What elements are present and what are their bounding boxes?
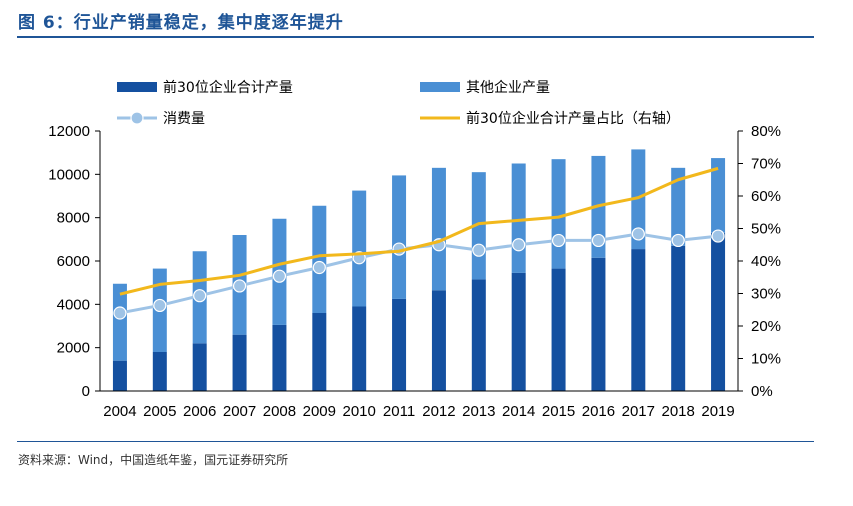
x-axis-tick-label: 2013 bbox=[462, 403, 495, 420]
bar-others bbox=[671, 167, 686, 246]
share-line bbox=[119, 166, 719, 296]
x-axis-tick-label: 2018 bbox=[662, 403, 695, 420]
consumption-point bbox=[272, 269, 287, 283]
x-axis-tick-label: 2010 bbox=[343, 403, 376, 420]
bar-top30 bbox=[272, 324, 287, 391]
right-axis-tick-label: 0% bbox=[751, 383, 773, 400]
consumption-point bbox=[113, 306, 127, 320]
x-axis-tick-label: 2004 bbox=[103, 403, 136, 420]
consumption-point bbox=[193, 289, 207, 303]
bar-top30 bbox=[352, 306, 367, 391]
bar-series bbox=[112, 149, 726, 391]
x-axis-tick-label: 2005 bbox=[143, 403, 176, 420]
x-axis-tick-label: 2006 bbox=[183, 403, 216, 420]
consumption-point bbox=[631, 227, 645, 241]
bar-others bbox=[431, 167, 446, 291]
legend-others-swatch bbox=[420, 82, 460, 92]
bar-others bbox=[551, 159, 566, 269]
line-series bbox=[113, 166, 725, 320]
source-rule bbox=[17, 441, 814, 442]
right-axis-tick-label: 80% bbox=[751, 123, 781, 140]
legend-top30-label: 前30位企业合计产量 bbox=[163, 79, 293, 96]
left-y-axis: 0 2000 4000 6000 8000 10000 12000 bbox=[48, 123, 101, 400]
bar-others bbox=[711, 158, 726, 233]
bar-top30 bbox=[551, 268, 566, 391]
legend-share-label: 前30位企业合计产量占比（右轴） bbox=[466, 110, 680, 127]
consumption-point bbox=[551, 233, 566, 248]
legend-others-label: 其他企业产量 bbox=[466, 79, 550, 96]
bar-top30 bbox=[112, 360, 127, 391]
right-y-axis: 0% 10% 20% 30% 40% 50% 60% 70% 80% bbox=[737, 123, 781, 400]
bar-others bbox=[631, 149, 646, 250]
consumption-point bbox=[312, 260, 326, 275]
x-axis: 2004 2005 2006 2007 2008 2009 2010 2011 2012 2013… bbox=[100, 390, 738, 420]
bar-top30 bbox=[152, 352, 167, 391]
left-axis-tick-label: 0 bbox=[82, 383, 90, 400]
bar-others bbox=[511, 163, 526, 273]
consumption-point bbox=[512, 238, 526, 252]
bar-top30 bbox=[591, 257, 606, 391]
legend-consumption-label: 消费量 bbox=[163, 111, 205, 127]
x-axis-tick-label: 2015 bbox=[542, 403, 575, 420]
bar-top30 bbox=[671, 245, 686, 391]
x-axis-tick-label: 2011 bbox=[383, 403, 415, 420]
x-axis-tick-label: 2014 bbox=[502, 403, 535, 420]
left-axis-tick-label: 4000 bbox=[57, 296, 90, 313]
right-axis-tick-label: 40% bbox=[751, 253, 781, 270]
consumption-point bbox=[591, 233, 606, 248]
bar-others bbox=[312, 205, 327, 313]
legend-top30-swatch bbox=[117, 82, 157, 92]
right-axis-tick-label: 20% bbox=[751, 318, 781, 335]
x-axis-tick-label: 2008 bbox=[263, 403, 296, 420]
x-axis-tick-label: 2007 bbox=[223, 403, 256, 420]
left-axis-tick-label: 6000 bbox=[57, 253, 90, 270]
x-axis-tick-label: 2019 bbox=[701, 403, 734, 420]
right-axis-tick-label: 50% bbox=[751, 221, 781, 238]
bar-top30 bbox=[192, 343, 207, 391]
bar-top30 bbox=[711, 232, 726, 391]
right-axis-tick-label: 10% bbox=[751, 351, 781, 368]
consumption-point bbox=[671, 233, 685, 248]
bar-top30 bbox=[312, 313, 327, 391]
bar-others bbox=[352, 190, 367, 307]
bar-top30 bbox=[471, 279, 486, 391]
left-axis-tick-label: 12000 bbox=[48, 123, 90, 140]
bar-others bbox=[112, 283, 127, 361]
right-axis-tick-label: 60% bbox=[751, 188, 781, 205]
bar-top30 bbox=[511, 272, 526, 391]
bar-top30 bbox=[431, 290, 446, 391]
x-axis-tick-label: 2012 bbox=[422, 403, 455, 420]
right-axis-tick-label: 30% bbox=[751, 286, 781, 303]
right-axis-tick-label: 70% bbox=[751, 156, 781, 173]
bar-top30 bbox=[392, 298, 407, 391]
consumption-point bbox=[232, 279, 247, 293]
source-note: 资料来源：Wind，中国造纸年鉴，国元证券研究所 bbox=[18, 453, 289, 467]
left-axis-tick-label: 10000 bbox=[48, 166, 90, 183]
consumption-point bbox=[472, 243, 486, 257]
x-axis-tick-label: 2017 bbox=[622, 403, 655, 420]
x-axis-tick-label: 2016 bbox=[582, 403, 615, 420]
x-axis-tick-label: 2009 bbox=[303, 403, 336, 420]
legend-consumption-marker bbox=[130, 111, 144, 125]
title-rule bbox=[17, 36, 814, 38]
left-axis-tick-label: 8000 bbox=[57, 210, 90, 227]
bar-others bbox=[392, 175, 407, 299]
bar-top30 bbox=[232, 334, 247, 391]
consumption-point bbox=[711, 229, 725, 243]
left-axis-tick-label: 2000 bbox=[57, 340, 90, 357]
figure-title: 图 6：行业产销量稳定，集中度逐年提升 bbox=[18, 13, 344, 33]
consumption-point bbox=[153, 298, 167, 313]
bar-top30 bbox=[631, 249, 646, 391]
